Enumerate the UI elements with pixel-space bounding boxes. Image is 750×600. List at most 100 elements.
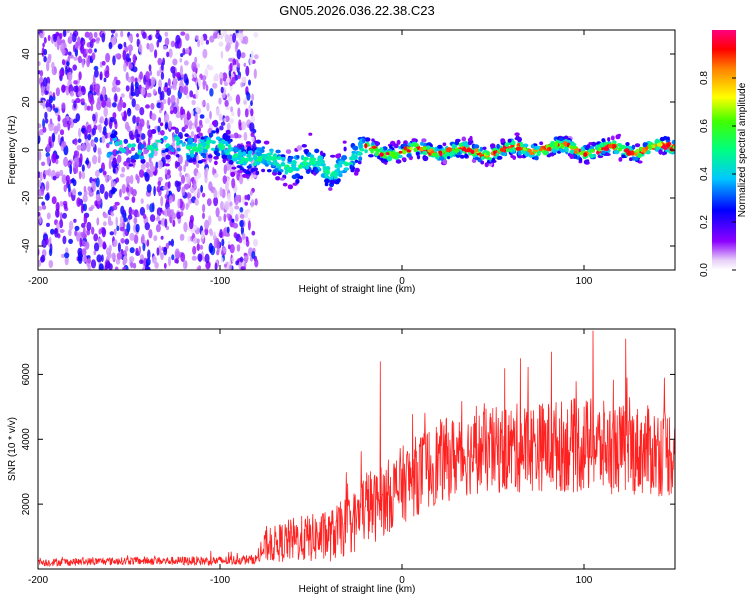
spectral-point	[188, 120, 193, 130]
spectral-point	[214, 73, 219, 82]
spectral-point	[66, 30, 70, 34]
spectral-point	[618, 157, 623, 162]
spectral-point	[83, 129, 88, 137]
spectral-point	[245, 236, 249, 242]
spectral-point	[43, 55, 47, 63]
spectral-point	[146, 119, 150, 129]
spectral-point	[192, 245, 197, 255]
spectral-point	[234, 213, 239, 222]
spectral-point	[160, 130, 165, 136]
spectral-point	[168, 240, 172, 246]
spectral-point	[69, 54, 74, 59]
spectral-point	[385, 152, 390, 156]
spectral-point	[406, 149, 412, 153]
spectral-point	[179, 233, 185, 241]
spectral-point	[261, 146, 265, 150]
spectral-point	[216, 240, 220, 250]
spectral-point	[42, 77, 48, 87]
spectral-point	[85, 157, 89, 166]
spectral-point	[61, 174, 67, 184]
spectral-point	[62, 49, 66, 55]
spectral-point	[474, 157, 481, 160]
spectral-point	[167, 78, 171, 87]
spectral-point	[196, 162, 200, 169]
spectral-point	[485, 151, 491, 156]
spectral-point	[170, 66, 176, 74]
spectral-point	[38, 259, 42, 267]
spectral-point	[94, 48, 97, 53]
spectral-point	[196, 266, 200, 270]
spectral-point	[154, 49, 158, 59]
spectral-point	[48, 123, 52, 128]
spectral-point	[105, 261, 111, 269]
spectral-point	[160, 101, 164, 111]
spectral-point	[142, 213, 147, 220]
spectral-point	[539, 141, 544, 146]
spectral-point	[186, 191, 190, 200]
spectral-point	[114, 93, 118, 103]
spectral-point	[229, 244, 235, 254]
spectral-point	[186, 155, 190, 159]
spectral-point	[280, 162, 286, 167]
spectral-point	[135, 116, 141, 124]
spectral-point	[38, 205, 43, 211]
spectral-point	[603, 146, 610, 151]
spectral-point	[239, 256, 244, 263]
spectral-point	[175, 111, 181, 119]
spectral-point	[174, 136, 181, 142]
spectral-point	[113, 239, 118, 247]
spectral-point	[39, 215, 42, 224]
spectral-point	[180, 252, 186, 262]
spectral-point	[294, 167, 300, 172]
spectral-point	[41, 161, 46, 166]
spectral-point	[566, 139, 571, 144]
spectral-point	[220, 32, 223, 40]
spectral-point	[170, 238, 174, 247]
spectral-point	[470, 149, 475, 154]
spectral-point	[139, 107, 145, 116]
spectral-point	[81, 248, 87, 256]
spectral-point	[48, 248, 53, 257]
spectral-point	[151, 113, 157, 121]
spectral-point	[112, 157, 117, 166]
spectral-point	[314, 148, 320, 154]
spectral-point	[155, 224, 161, 233]
spectral-point	[69, 164, 73, 175]
spectral-point	[239, 220, 244, 228]
spectral-point	[379, 157, 384, 161]
spectral-point	[479, 146, 483, 152]
spectral-point	[413, 147, 418, 153]
spectral-point	[83, 203, 87, 212]
spectral-point	[338, 173, 343, 178]
spectral-point	[246, 92, 251, 101]
spectral-point	[232, 58, 236, 67]
spectral-point	[237, 75, 241, 80]
spectral-point	[251, 93, 255, 102]
spectral-point	[536, 151, 541, 157]
spectral-point	[62, 212, 67, 219]
spectral-point	[176, 147, 181, 152]
spectral-point	[329, 179, 336, 185]
spectral-point	[230, 106, 234, 113]
spectral-point	[214, 262, 218, 270]
spectral-point	[217, 144, 222, 148]
spectral-point	[114, 32, 118, 38]
spectral-point	[96, 101, 102, 111]
spectral-point	[275, 176, 281, 181]
spectral-point	[112, 149, 118, 157]
spectral-point	[127, 214, 133, 220]
spectral-point	[214, 160, 218, 166]
spectral-point	[205, 144, 210, 150]
spectral-point	[190, 109, 194, 116]
spectral-point	[41, 204, 47, 210]
spectral-point	[232, 64, 237, 72]
spectral-point	[186, 94, 191, 99]
spectral-point	[146, 42, 150, 50]
spectral-point	[164, 148, 169, 153]
spectral-point	[159, 207, 163, 213]
spectral-point	[194, 113, 198, 123]
spectral-point	[244, 157, 249, 162]
spectral-point	[235, 32, 241, 39]
spectral-point	[308, 132, 313, 136]
spectral-point	[659, 136, 666, 142]
